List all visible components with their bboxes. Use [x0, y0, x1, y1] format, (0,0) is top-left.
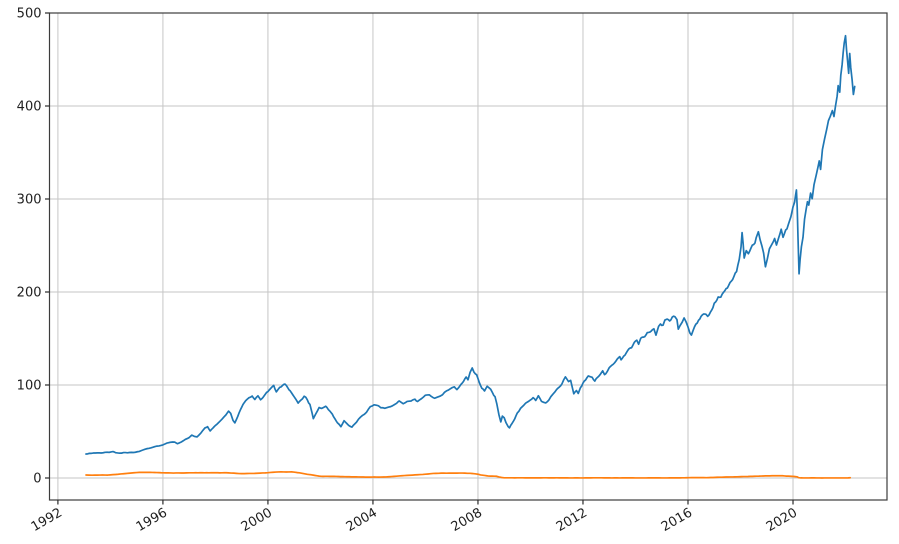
grid-layer	[49, 12, 887, 500]
x-tick-label: 1996	[134, 505, 170, 535]
x-tick-label: 2016	[659, 505, 695, 535]
plot-frame	[48, 12, 888, 501]
y-tick-label: 100	[17, 378, 42, 393]
blue-price-series	[85, 34, 856, 455]
x-tick-label: 2012	[554, 505, 590, 535]
y-tick-label: 500	[17, 7, 42, 22]
y-tick-label: 200	[17, 285, 42, 300]
x-tick-label: 2000	[239, 505, 275, 535]
x-tick-label: 1992	[29, 505, 65, 535]
x-tick-label: 2008	[449, 505, 485, 535]
x-tick-label: 2004	[344, 505, 380, 535]
y-tick-label: 400	[17, 99, 42, 114]
tick-layer	[45, 12, 794, 505]
y-tick-label: 300	[17, 192, 42, 207]
series-layer	[85, 34, 856, 479]
tick-label-layer: 1992 1996 2000 2004 2008 2012 2016 2020 0 100 200 3…	[17, 7, 800, 536]
y-tick-label: 0	[33, 471, 41, 486]
x-tick-label: 2020	[764, 505, 800, 535]
orange-rate-series	[85, 471, 852, 479]
axes-frame	[48, 12, 888, 501]
